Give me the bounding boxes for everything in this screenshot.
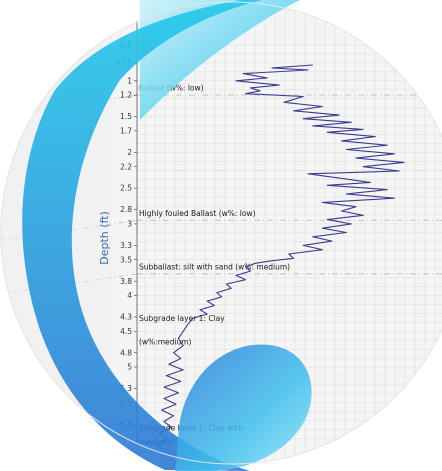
y-tick-label: 4.3 — [120, 313, 132, 322]
y-tick-label: 1.7 — [120, 126, 132, 135]
layer-annotation-label: Highly fouled Ballast (w%: low) — [139, 209, 256, 218]
series-line — [156, 64, 405, 451]
y-tick-label: 1 — [127, 76, 132, 85]
y-axis-title: Depth (ft) — [98, 211, 111, 265]
y-tick-label: 3.8 — [120, 277, 132, 286]
y-tick-label: 2.2 — [120, 162, 132, 171]
decorative-arc-left — [22, 0, 263, 471]
layer-boundaries — [0, 94, 442, 295]
layer-annotation-label: Subballast: silt with sand (w%: medium) — [139, 262, 290, 271]
layer-annotation-label: (w%:medium) — [139, 338, 192, 347]
y-tick-label: 2 — [127, 148, 132, 157]
y-tick-label: 1.2 — [120, 91, 132, 100]
y-tick-label: 2.5 — [120, 184, 132, 193]
y-tick-label: 3 — [127, 220, 132, 229]
y-tick-label: 4.5 — [120, 327, 132, 336]
y-tick-label: 3.3 — [120, 241, 132, 250]
y-tick-label: 4.8 — [120, 348, 132, 357]
layer-annotation-label: Subgrade layer 1: Clay — [139, 314, 225, 323]
decorative-bubble-bottom — [175, 344, 312, 471]
y-tick-label: 5 — [127, 363, 132, 372]
series-group — [156, 64, 405, 451]
y-tick-label: 2.8 — [120, 205, 132, 214]
y-tick-label: 3.5 — [120, 255, 132, 264]
y-tick-label: 5.3 — [120, 384, 132, 393]
y-tick-label: 1.5 — [120, 112, 132, 121]
y-tick-label: 4 — [127, 291, 132, 300]
